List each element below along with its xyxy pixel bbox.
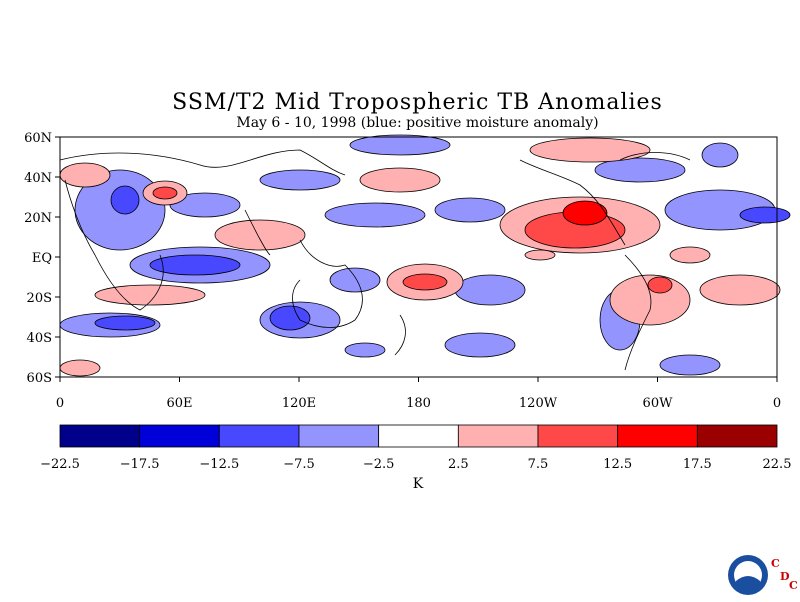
colorbar-segment	[298, 424, 380, 448]
colorbar-segment	[696, 424, 778, 448]
colorbar-tick-label: 7.5	[528, 457, 549, 472]
colorbar-tick-label: 22.5	[763, 457, 792, 472]
lat-label: 40S	[27, 331, 52, 346]
colorbar-segment	[139, 424, 220, 448]
colorbar-tick-label: 2.5	[448, 457, 469, 472]
latitude-axis: 60N 40N 20N EQ 20S 40S 60S	[24, 131, 60, 386]
lat-label: 40N	[24, 171, 52, 186]
lat-label: 20S	[27, 291, 52, 306]
lon-label: 0	[773, 396, 781, 411]
lat-label: 60S	[27, 371, 52, 386]
colorbar-segment	[617, 424, 698, 448]
lon-label: 60W	[643, 396, 674, 411]
lat-label: EQ	[32, 251, 52, 266]
longitude-axis: 0 60E 120E 180 120W 60W 0	[56, 377, 781, 411]
anomaly-patches	[59, 134, 791, 377]
colorbar-tick-label: −7.5	[283, 457, 315, 472]
colorbar-tick-label: −17.5	[120, 457, 160, 472]
lat-label: 20N	[24, 211, 52, 226]
colorbar-segment	[378, 424, 459, 448]
colorbar-segment	[218, 424, 300, 448]
logo-letter-1: C	[771, 557, 780, 570]
coastlines	[59, 149, 691, 371]
logo-letter-2: D	[780, 570, 790, 583]
colorbar-tick-labels: −22.5 −17.5 −12.5 −7.5 −2.5 2.5 7.5 12.5 17.5 22.…	[40, 457, 791, 472]
colorbar	[59, 424, 778, 448]
colorbar-segment	[59, 424, 141, 448]
colorbar-segment	[457, 424, 539, 448]
colorbar-tick-label: −12.5	[199, 457, 239, 472]
lat-label: 60N	[24, 131, 52, 146]
lon-label: 60E	[166, 396, 192, 411]
noaa-cdc-logo: C D C	[728, 553, 800, 598]
colorbar-tick-label: −22.5	[40, 457, 80, 472]
map-title: SSM/T2 Mid Tropospheric TB Anomalies	[172, 90, 663, 115]
colorbar-segment	[537, 424, 619, 448]
map-subtitle: May 6 - 10, 1998 (blue: positive moistur…	[236, 115, 599, 131]
colorbar-tick-label: 17.5	[683, 457, 712, 472]
colorbar-tick-label: 12.5	[603, 457, 632, 472]
lon-label: 120E	[282, 396, 316, 411]
colorbar-tick-label: −2.5	[363, 457, 395, 472]
logo-letter-3: C	[789, 579, 798, 592]
lon-label: 120W	[519, 396, 558, 411]
lon-label: 0	[56, 396, 64, 411]
lon-label: 180	[406, 396, 431, 411]
colorbar-unit: K	[413, 476, 424, 492]
noaa-logo-icon: C D C	[728, 555, 798, 595]
